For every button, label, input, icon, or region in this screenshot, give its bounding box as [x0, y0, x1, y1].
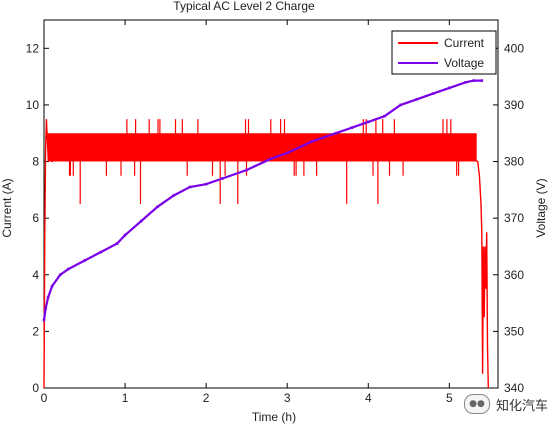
voltage-series-line [42, 79, 482, 321]
x-tick-label: 3 [284, 391, 291, 405]
voltage-point [123, 233, 127, 237]
voltage-point [285, 151, 289, 155]
x-axis-label: Time (h) [252, 410, 296, 424]
left-y-tick-label: 4 [32, 268, 39, 282]
x-tick-label: 5 [446, 391, 453, 405]
voltage-point [156, 205, 159, 209]
right-axis-label: Voltage (V) [534, 178, 548, 237]
left-y-tick-label: 6 [32, 211, 39, 225]
voltage-point [367, 120, 370, 124]
voltage-point [188, 185, 192, 189]
x-tick-label: 2 [203, 391, 210, 405]
watermark: ●● 知化汽车 [463, 394, 548, 414]
left-y-tick-label: 2 [32, 324, 39, 338]
voltage-point [448, 86, 451, 90]
legend-label: Current [444, 36, 485, 50]
voltage-point [46, 296, 50, 299]
legend-box [391, 30, 497, 75]
right-y-tick-label: 390 [504, 98, 524, 112]
voltage-point [350, 126, 354, 129]
voltage-point [245, 168, 248, 172]
voltage-point [464, 81, 467, 84]
voltage-point [310, 140, 313, 143]
voltage-point [115, 242, 119, 245]
current-noise-band [47, 119, 477, 204]
voltage-point [269, 157, 273, 160]
x-tick-label: 0 [41, 391, 48, 405]
voltage-point [50, 284, 54, 288]
voltage-point [83, 259, 86, 262]
x-tick-label: 1 [122, 391, 129, 405]
voltage-point [334, 131, 338, 135]
voltage-point [431, 92, 435, 95]
right-y-tick-label: 350 [504, 324, 524, 338]
right-y-tick-label: 380 [504, 155, 524, 169]
voltage-point [399, 103, 402, 107]
voltage-point [415, 98, 419, 101]
right-y-tick-label: 400 [504, 41, 524, 55]
wechat-icon: ●● [463, 394, 490, 414]
voltage-point [383, 114, 386, 118]
right-y-tick-label: 360 [504, 268, 524, 282]
voltage-point [172, 194, 175, 197]
voltage-point [140, 219, 143, 223]
left-y-tick-label: 0 [32, 381, 39, 395]
voltage-point [204, 182, 208, 186]
voltage-point [42, 318, 46, 322]
left-y-tick-label: 12 [26, 41, 40, 55]
plot-layer: 0 1 2 3 4 5024681012340350360370380390400Curr… [26, 19, 524, 405]
x-tick-label: 4 [365, 391, 372, 405]
watermark-text: 知化汽车 [495, 398, 548, 414]
legend-label: Voltage [444, 56, 484, 70]
current-series-line [43, 119, 489, 389]
right-y-tick-label: 370 [504, 211, 524, 225]
left-axis-label: Current (A) [0, 178, 14, 237]
right-y-tick-label: 340 [504, 381, 524, 395]
voltage-point [472, 79, 475, 82]
voltage-point [480, 79, 484, 82]
voltage-point [58, 273, 62, 277]
left-y-tick-label: 8 [32, 155, 39, 169]
left-y-tick-label: 10 [26, 98, 40, 112]
voltage-point [99, 250, 103, 254]
voltage-point [221, 177, 224, 180]
voltage-point [67, 267, 70, 271]
voltage-point [44, 307, 47, 310]
chart-title: Typical AC Level 2 Charge [173, 0, 315, 13]
plot-frame [43, 19, 499, 389]
